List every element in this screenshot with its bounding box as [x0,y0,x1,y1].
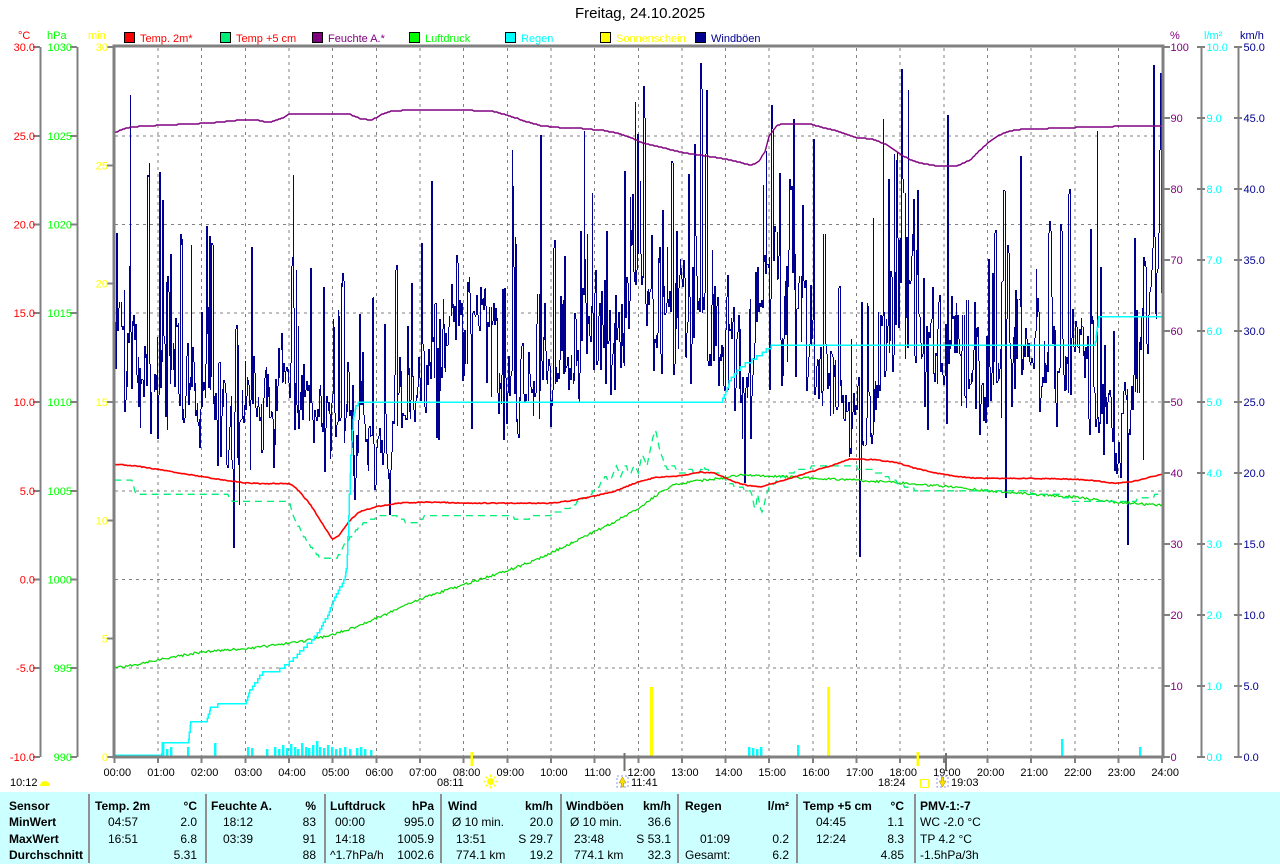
svg-text:12:00: 12:00 [628,767,656,779]
svg-text:0: 0 [102,752,108,764]
svg-text:1030: 1030 [48,42,72,54]
svg-text:15:00: 15:00 [758,767,786,779]
svg-text:23:00: 23:00 [1108,767,1136,779]
svg-text:-5.0: -5.0 [16,663,35,675]
svg-text:24:00: 24:00 [1151,767,1179,779]
svg-text:45.0: 45.0 [1244,113,1265,125]
svg-text:5.0: 5.0 [20,486,35,498]
svg-text:30: 30 [1171,539,1183,551]
svg-text:05:00: 05:00 [322,767,350,779]
svg-text:00:00: 00:00 [104,767,132,779]
svg-text:6.0: 6.0 [1207,326,1222,338]
svg-text:1015: 1015 [48,308,72,320]
svg-text:1.0: 1.0 [1207,681,1222,693]
svg-text:10.0: 10.0 [1244,610,1265,622]
svg-text:25: 25 [96,160,108,172]
svg-text:995: 995 [54,663,72,675]
svg-text:09:00: 09:00 [497,767,525,779]
svg-text:30.0: 30.0 [1244,326,1265,338]
svg-text:30.0: 30.0 [14,42,35,54]
svg-text:1010: 1010 [48,397,72,409]
svg-text:02:00: 02:00 [191,767,219,779]
svg-text:19:00: 19:00 [933,767,961,779]
svg-text:17:00: 17:00 [846,767,874,779]
svg-text:15.0: 15.0 [14,308,35,320]
svg-text:03:00: 03:00 [235,767,263,779]
svg-text:20: 20 [96,279,108,291]
svg-text:10: 10 [96,515,108,527]
svg-text:7.0: 7.0 [1207,255,1222,267]
svg-text:40: 40 [1171,468,1183,480]
svg-text:70: 70 [1171,255,1183,267]
svg-text:0.0: 0.0 [1207,752,1222,764]
svg-text:80: 80 [1171,184,1183,196]
svg-text:2.0: 2.0 [1207,610,1222,622]
svg-text:20:00: 20:00 [977,767,1005,779]
svg-text:01:00: 01:00 [147,767,175,779]
svg-text:06:00: 06:00 [366,767,394,779]
svg-text:10:00: 10:00 [540,767,568,779]
svg-text:5.0: 5.0 [1207,397,1222,409]
svg-text:990: 990 [54,752,72,764]
svg-text:40.0: 40.0 [1244,184,1265,196]
svg-text:50.0: 50.0 [1244,42,1265,54]
svg-text:0.0: 0.0 [1244,752,1259,764]
svg-text:13:00: 13:00 [671,767,699,779]
svg-text:25.0: 25.0 [1244,397,1265,409]
svg-text:1025: 1025 [48,131,72,143]
svg-text:22:00: 22:00 [1064,767,1092,779]
svg-text:8.0: 8.0 [1207,184,1222,196]
svg-text:20.0: 20.0 [14,220,35,232]
svg-text:18:00: 18:00 [889,767,917,779]
svg-text:1020: 1020 [48,220,72,232]
svg-text:10.0: 10.0 [1207,42,1228,54]
svg-text:0.0: 0.0 [20,575,35,587]
svg-text:100: 100 [1171,42,1189,54]
svg-text:1000: 1000 [48,575,72,587]
svg-text:5: 5 [102,634,108,646]
svg-text:16:00: 16:00 [802,767,830,779]
svg-text:5.0: 5.0 [1244,681,1259,693]
svg-text:50: 50 [1171,397,1183,409]
svg-text:14:00: 14:00 [715,767,743,779]
svg-text:21:00: 21:00 [1020,767,1048,779]
svg-text:08:00: 08:00 [453,767,481,779]
svg-text:15: 15 [96,397,108,409]
svg-text:07:00: 07:00 [409,767,437,779]
svg-text:20.0: 20.0 [1244,468,1265,480]
svg-text:3.0: 3.0 [1207,539,1222,551]
svg-text:0: 0 [1171,752,1177,764]
svg-text:04:00: 04:00 [278,767,306,779]
svg-text:20: 20 [1171,610,1183,622]
svg-text:9.0: 9.0 [1207,113,1222,125]
svg-text:-10.0: -10.0 [10,752,35,764]
svg-text:60: 60 [1171,326,1183,338]
svg-text:1005: 1005 [48,486,72,498]
svg-text:25.0: 25.0 [14,131,35,143]
svg-text:11:00: 11:00 [584,767,611,779]
svg-text:15.0: 15.0 [1244,539,1265,551]
svg-text:90: 90 [1171,113,1183,125]
svg-text:10: 10 [1171,681,1183,693]
svg-text:10.0: 10.0 [14,397,35,409]
svg-text:35.0: 35.0 [1244,255,1265,267]
svg-text:4.0: 4.0 [1207,468,1222,480]
svg-text:30: 30 [96,42,108,54]
